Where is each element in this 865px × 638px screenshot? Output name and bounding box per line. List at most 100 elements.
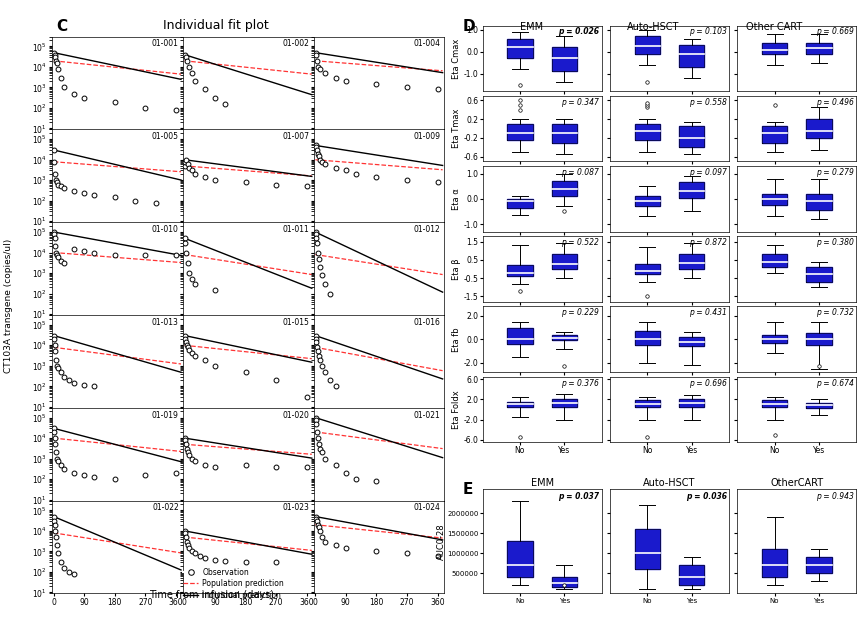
Polygon shape (679, 182, 704, 198)
Polygon shape (552, 335, 577, 341)
Text: p = 0.229: p = 0.229 (561, 308, 599, 317)
Text: 01-002: 01-002 (283, 40, 310, 48)
Text: p = 0.669: p = 0.669 (816, 27, 854, 36)
Text: 01-023: 01-023 (283, 503, 310, 512)
Polygon shape (507, 327, 533, 344)
Text: p = 0.087: p = 0.087 (561, 168, 599, 177)
Text: 01-009: 01-009 (413, 132, 440, 141)
Polygon shape (679, 255, 704, 269)
Polygon shape (762, 549, 787, 577)
Text: p = 0.103: p = 0.103 (689, 27, 727, 36)
Polygon shape (635, 530, 660, 569)
Polygon shape (679, 45, 704, 67)
Polygon shape (635, 197, 660, 206)
Text: Time from infusion (days): Time from infusion (days) (150, 590, 274, 600)
Polygon shape (679, 565, 704, 585)
Polygon shape (635, 401, 660, 407)
Text: p = 0.036: p = 0.036 (686, 493, 727, 501)
Polygon shape (762, 255, 787, 267)
Text: 01-021: 01-021 (413, 411, 440, 420)
Legend: Observation, Population prediction, Individual prediction: Observation, Population prediction, Indi… (183, 568, 284, 600)
Text: 01-022: 01-022 (152, 503, 179, 512)
Text: p = 0.026: p = 0.026 (558, 27, 599, 36)
Text: 01-011: 01-011 (283, 225, 310, 234)
Text: CT103A transgene (copies/ul): CT103A transgene (copies/ul) (4, 239, 13, 373)
Text: p = 0.376: p = 0.376 (561, 378, 599, 388)
Y-axis label: Eta β: Eta β (452, 258, 461, 280)
Text: 01-013: 01-013 (152, 318, 179, 327)
Polygon shape (806, 334, 832, 345)
Text: D: D (463, 19, 476, 34)
Polygon shape (679, 399, 704, 407)
Text: p = 0.674: p = 0.674 (816, 378, 854, 388)
Polygon shape (552, 181, 577, 197)
Text: p = 0.097: p = 0.097 (689, 168, 727, 177)
Text: 01-012: 01-012 (413, 225, 440, 234)
Polygon shape (507, 124, 533, 140)
Polygon shape (507, 39, 533, 58)
Text: p = 0.696: p = 0.696 (689, 378, 727, 388)
Polygon shape (507, 265, 533, 276)
Text: p = 0.732: p = 0.732 (816, 308, 854, 317)
Polygon shape (762, 43, 787, 54)
Y-axis label: Eta α: Eta α (452, 188, 461, 210)
Polygon shape (552, 577, 577, 588)
Polygon shape (507, 199, 533, 207)
Polygon shape (762, 194, 787, 205)
Text: p = 0.431: p = 0.431 (689, 308, 727, 317)
Title: OtherCART: OtherCART (770, 478, 823, 488)
Text: 01-019: 01-019 (152, 411, 179, 420)
Polygon shape (806, 43, 832, 54)
Text: 01-024: 01-024 (413, 503, 440, 512)
Polygon shape (635, 36, 660, 54)
Text: p = 0.279: p = 0.279 (816, 168, 854, 177)
Y-axis label: AUC0-28: AUC0-28 (437, 523, 445, 560)
Text: 01-001: 01-001 (152, 40, 179, 48)
Text: Other CART: Other CART (746, 22, 803, 33)
Text: Auto-HSCT: Auto-HSCT (627, 22, 679, 33)
Text: EMM: EMM (521, 22, 543, 33)
Text: p = 0.347: p = 0.347 (561, 98, 599, 107)
Y-axis label: Eta Cmax: Eta Cmax (452, 38, 461, 78)
Y-axis label: Eta Foldx: Eta Foldx (452, 390, 461, 429)
Polygon shape (806, 119, 832, 138)
Polygon shape (679, 126, 704, 147)
Text: E: E (463, 482, 473, 497)
Polygon shape (552, 399, 577, 407)
Text: 01-020: 01-020 (283, 411, 310, 420)
Text: p = 0.943: p = 0.943 (816, 493, 854, 501)
Y-axis label: Eta Tmax: Eta Tmax (452, 109, 461, 148)
Text: 01-007: 01-007 (283, 132, 310, 141)
Polygon shape (806, 267, 832, 282)
Text: 01-010: 01-010 (152, 225, 179, 234)
Text: p = 0.496: p = 0.496 (816, 98, 854, 107)
Polygon shape (762, 126, 787, 143)
Polygon shape (635, 331, 660, 345)
Text: p = 0.037: p = 0.037 (558, 493, 599, 501)
Polygon shape (635, 124, 660, 140)
Polygon shape (806, 403, 832, 408)
Polygon shape (552, 255, 577, 269)
Text: 01-016: 01-016 (413, 318, 440, 327)
Text: 01-004: 01-004 (413, 40, 440, 48)
Polygon shape (806, 557, 832, 574)
Text: p = 0.380: p = 0.380 (816, 238, 854, 247)
Polygon shape (507, 402, 533, 407)
Title: EMM: EMM (530, 478, 554, 488)
Y-axis label: Eta fb: Eta fb (452, 327, 461, 352)
Text: C: C (56, 19, 67, 34)
Polygon shape (552, 47, 577, 71)
Polygon shape (762, 334, 787, 343)
Polygon shape (679, 337, 704, 346)
Text: p = 0.872: p = 0.872 (689, 238, 727, 247)
Polygon shape (507, 541, 533, 577)
Text: Individual fit plot: Individual fit plot (163, 19, 269, 32)
Text: 01-005: 01-005 (151, 132, 179, 141)
Polygon shape (635, 263, 660, 274)
Text: 01-015: 01-015 (283, 318, 310, 327)
Title: Auto-HSCT: Auto-HSCT (644, 478, 695, 488)
Text: p = 0.522: p = 0.522 (561, 238, 599, 247)
Polygon shape (806, 194, 832, 210)
Text: p = 0.558: p = 0.558 (689, 98, 727, 107)
Polygon shape (762, 401, 787, 407)
